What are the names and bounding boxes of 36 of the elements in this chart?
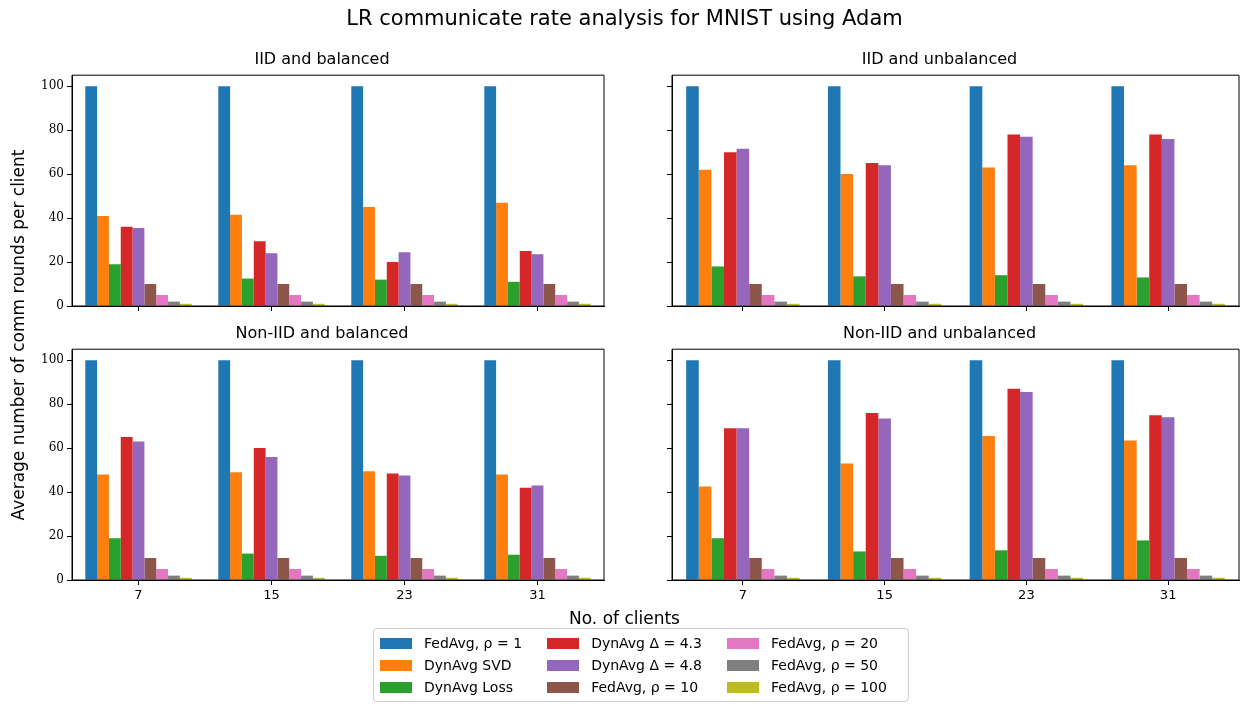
x-tick-label: 7	[134, 587, 143, 603]
y-tick-label: 20	[48, 254, 64, 269]
y-axis-title: Average number of comm rounds per client	[8, 149, 28, 521]
chart-title: IID and balanced	[254, 48, 390, 68]
legend-label: DynAvg SVD	[424, 657, 512, 673]
y-tick-label: 0	[56, 572, 64, 587]
y-tick-label: 20	[48, 528, 64, 543]
x-tick-label: 7	[738, 587, 748, 603]
x-axis-title: No. of clients	[568, 608, 681, 628]
legend-label: FedAvg, ρ = 100	[771, 679, 887, 695]
legend-label: DynAvg Δ = 4.8	[591, 657, 702, 673]
legend-label: FedAvg, ρ = 50	[771, 657, 878, 673]
y-tick-label: 60	[48, 440, 64, 455]
x-tick-label: 15	[263, 587, 280, 603]
y-tick-label: 60	[48, 166, 64, 181]
y-tick-label: 0	[56, 298, 64, 313]
y-tick-label: 80	[48, 396, 64, 411]
legend-label: FedAvg, ρ = 20	[771, 635, 878, 651]
x-tick-label: 15	[876, 587, 893, 603]
text: LR communicate rate analysis for MNIST using Adam	[345, 6, 904, 30]
chart-title: IID and unbalanced	[861, 48, 1018, 68]
legend-label: FedAvg, ρ = 1	[424, 635, 523, 651]
y-tick-label: 100	[41, 352, 64, 367]
y-tick-label: 80	[48, 122, 64, 137]
x-tick-label: 31	[529, 587, 546, 603]
y-tick-label: 40	[48, 484, 64, 499]
chart-title: Non-IID and balanced	[235, 322, 409, 342]
y-tick-label: 100	[41, 78, 64, 93]
legend-label: DynAvg Loss	[424, 679, 514, 695]
chart-title: Non-IID and unbalanced	[842, 322, 1037, 342]
legend-label: DynAvg Δ = 4.3	[591, 635, 702, 651]
x-tick-label: 23	[396, 587, 413, 603]
x-tick-label: 23	[1018, 587, 1035, 603]
legend-label: FedAvg, ρ = 10	[591, 679, 699, 695]
x-tick-label: 31	[1159, 587, 1177, 603]
y-tick-label: 40	[48, 210, 64, 225]
